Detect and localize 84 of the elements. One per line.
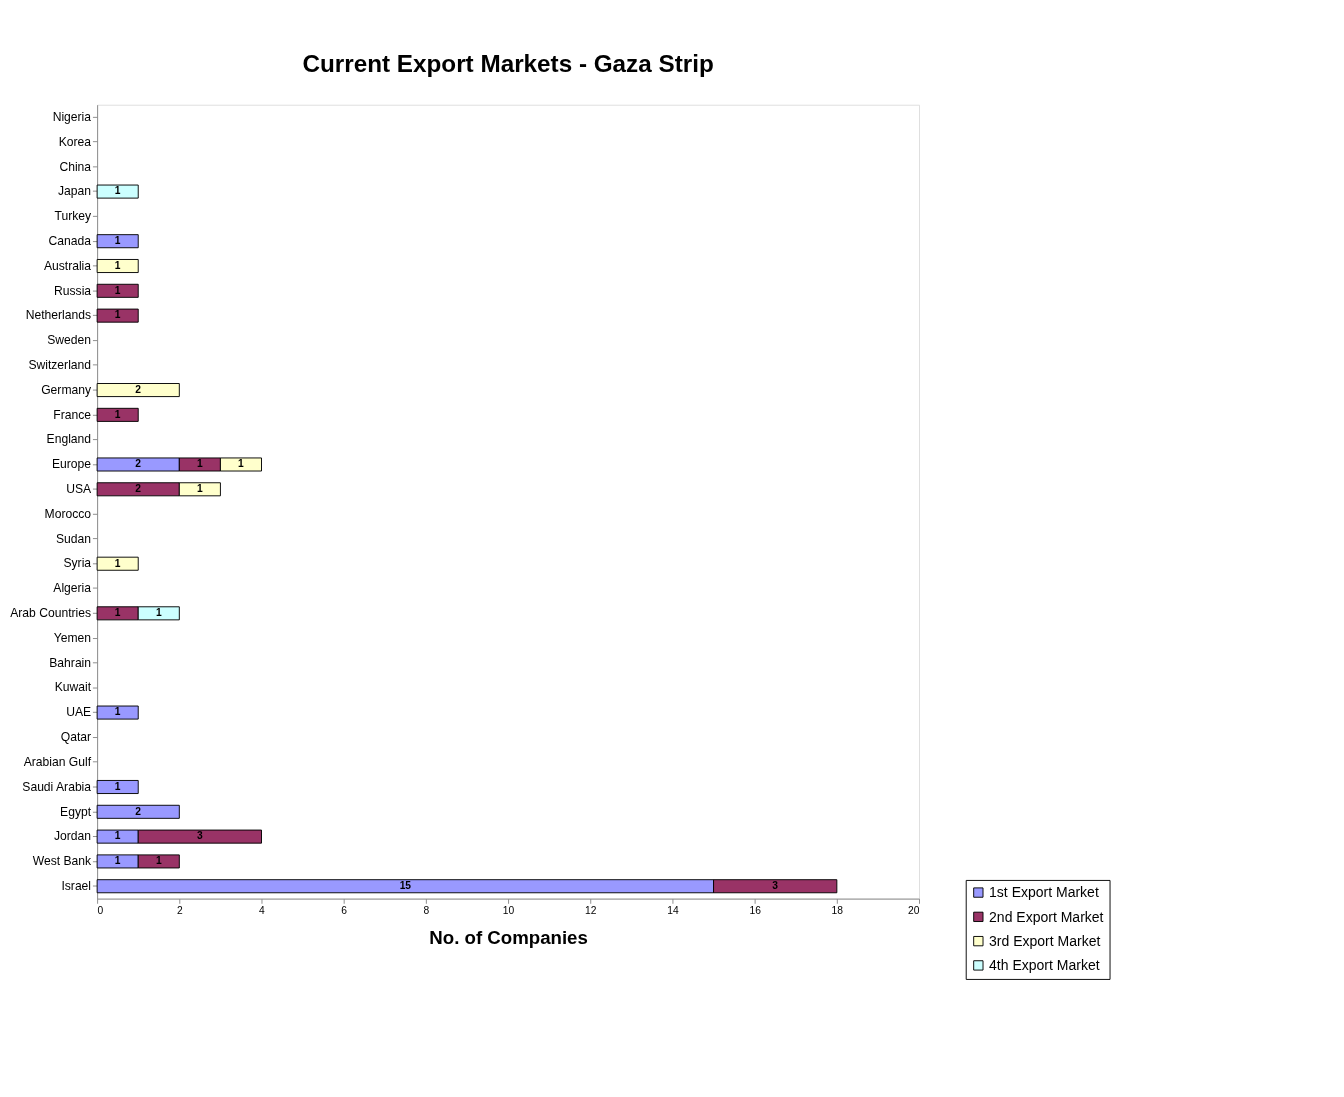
data-label: 1 [155,607,162,619]
y-tick-label: Canada [48,233,92,248]
data-label: 1 [114,830,121,842]
y-tick-label: England [46,432,92,447]
data-label: 1 [114,780,121,792]
bar [96,259,139,274]
y-tick-label: Saudi Arabia [22,779,92,794]
bar [96,308,139,323]
y-tick-label: Morocco [44,506,92,521]
data-label: 1 [114,706,121,718]
legend-label: 4th Export Market [989,957,1100,974]
y-tick-label: Germany [41,382,92,397]
x-tick-label: 0 [97,905,104,917]
data-label: 1 [114,185,121,197]
y-tick-label: Turkey [54,209,92,224]
y-tick-label: Switzerland [28,357,92,372]
y-tick-label: Netherlands [25,308,92,323]
y-tick-label: Australia [43,258,92,273]
data-label: 2 [135,458,142,470]
bar [96,556,139,571]
bar [96,184,139,199]
x-axis-title: No. of Companies [429,926,588,948]
x-tick-label: 10 [502,905,515,917]
data-label: 1 [197,458,204,470]
y-tick-label: Arab Countries [10,606,92,621]
data-label: 1 [114,284,121,296]
x-tick-label: 6 [341,905,348,917]
data-label: 1 [155,855,162,867]
bar [96,705,139,720]
bar [96,804,180,819]
data-label: 1 [114,408,121,420]
bar [96,234,139,249]
y-tick-label: Russia [54,283,92,298]
y-tick-label: UAE [66,705,92,720]
chart-title: Current Export Markets - Gaza Strip [302,50,714,78]
data-label: 15 [399,880,412,892]
y-tick-label: West Bank [32,854,92,869]
data-label: 1 [114,855,121,867]
data-label: 1 [114,309,121,321]
y-tick-label: Bahrain [49,655,92,670]
y-tick-label: Qatar [60,730,92,745]
x-tick-label: 2 [176,905,183,917]
y-tick-label: Israel [61,878,92,893]
data-label: 1 [197,483,204,495]
x-tick-label: 12 [585,905,597,917]
y-tick-label: Japan [58,184,92,199]
legend-label: 2nd Export Market [989,908,1104,925]
x-tick-label: 4 [259,905,266,917]
data-label: 1 [114,235,121,246]
y-tick-label: Korea [58,134,92,149]
bar [96,383,180,398]
x-tick-label: 18 [831,905,844,917]
data-label: 1 [114,557,121,569]
x-tick-label: 20 [908,905,920,917]
y-tick-label: Nigeria [52,109,92,124]
x-tick-label: 16 [749,905,762,917]
data-label: 3 [772,880,779,892]
y-tick-label: Europe [51,457,92,472]
y-tick-label: Algeria [53,581,92,596]
y-tick-label: Sudan [56,531,92,546]
data-label: 2 [135,483,142,495]
y-tick-label: Syria [63,556,92,571]
bar [96,779,139,794]
data-label: 2 [135,805,142,817]
data-label: 3 [197,830,204,842]
y-tick-label: Kuwait [54,680,92,695]
y-tick-label: Egypt [60,804,92,819]
y-tick-label: China [59,159,92,174]
y-tick-label: Yemen [53,630,92,645]
y-tick-label: France [53,407,92,422]
legend-label: 1st Export Market [989,884,1099,901]
y-tick-label: Sweden [47,333,92,348]
x-tick-label: 8 [423,905,430,917]
x-tick-label: 14 [667,905,679,917]
data-label: 1 [238,458,245,470]
y-tick-label: Jordan [53,829,92,844]
bar [96,283,139,298]
y-tick-label: USA [66,482,92,497]
data-label: 1 [114,259,121,271]
legend-label: 3rd Export Market [989,932,1101,949]
data-label: 1 [114,607,121,619]
bar [96,407,139,422]
y-tick-label: Arabian Gulf [23,754,92,769]
data-label: 2 [135,383,142,395]
